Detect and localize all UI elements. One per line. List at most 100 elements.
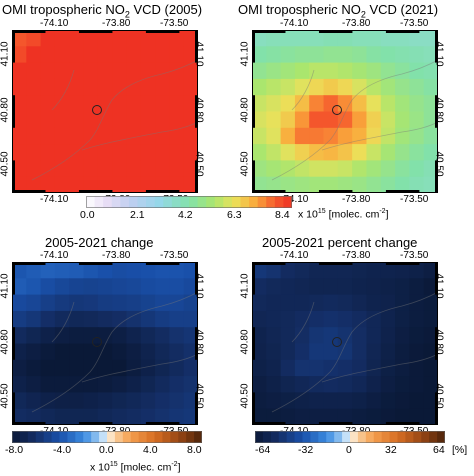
heatmap-cell [26, 160, 42, 178]
heatmap-cell [352, 176, 368, 193]
heatmap-cell [97, 62, 113, 80]
heatmap-cell [97, 78, 113, 96]
colorbar-pct-tick: 0 [346, 444, 352, 456]
heatmap-cell [169, 262, 185, 279]
heatmap-cell [395, 262, 410, 279]
lat-tick-label: 41.10 [433, 41, 445, 67]
colorbar-segment [283, 196, 292, 208]
lat-tick-label: 41.10 [193, 273, 205, 299]
heatmap-cell [169, 95, 185, 113]
heatmap-cell [409, 359, 425, 377]
colorbar-segment [274, 196, 284, 208]
heatmap-cell [294, 144, 310, 161]
heatmap-change [12, 262, 198, 425]
frame-tick-bar [252, 190, 286, 193]
heatmap-panel-2021 [252, 30, 438, 193]
heatmap-cell [69, 278, 85, 296]
colorbar-segment [194, 431, 202, 443]
heatmap-cell [352, 127, 368, 145]
lon-tick-label: -73.50 [160, 18, 189, 29]
colorbar-segment [413, 431, 422, 443]
heatmap-cell [395, 62, 410, 80]
heatmap-cell [69, 310, 85, 328]
frame-tick-bar [435, 392, 438, 425]
heatmap-cell [252, 359, 267, 377]
frame-tick-bar [252, 160, 255, 193]
heatmap-cell [169, 144, 185, 161]
heatmap-cell [252, 78, 267, 96]
colorbar-segment [120, 196, 130, 208]
heatmap-cell [54, 78, 70, 96]
heatmap-cell [309, 376, 325, 393]
heatmap-cell [69, 46, 85, 64]
heatmap-cell [309, 408, 325, 425]
colorbar-segment [310, 431, 319, 443]
lat-tick-label: 40.80 [239, 97, 251, 123]
frame-tick-bar [78, 190, 113, 193]
heatmap-cell [380, 262, 396, 279]
lon-tick-label: -73.80 [342, 194, 371, 205]
heatmap-cell [155, 78, 170, 96]
heatmap-cell [280, 144, 296, 161]
heatmap-cell [395, 144, 410, 161]
lon-tick-label: -73.50 [400, 18, 429, 29]
heatmap-cell [69, 359, 85, 377]
heatmap-cell [26, 376, 42, 393]
heatmap-cell [155, 408, 170, 425]
lon-tick-label: -73.50 [400, 194, 429, 205]
heatmap-cell [352, 278, 368, 296]
heatmap-cell [266, 392, 282, 410]
colorbar-segment [99, 431, 108, 443]
heatmap-cell [252, 310, 267, 328]
frame-tick-bar [12, 160, 15, 193]
heatmap-cell [83, 95, 99, 113]
heatmap-cell [69, 95, 85, 113]
colorbar-segment [365, 431, 375, 443]
heatmap-cell [155, 62, 170, 80]
heatmap-cell [12, 62, 27, 80]
heatmap-cell [409, 278, 425, 296]
frame-tick-bar [318, 190, 353, 193]
colorbar-segment [146, 431, 155, 443]
colorbar-segment [302, 431, 311, 443]
heatmap-cell [266, 78, 282, 96]
heatmap-cell [112, 392, 128, 410]
heatmap-cell [409, 62, 425, 80]
heatmap-cell [380, 392, 396, 410]
heatmap-cell [40, 160, 56, 178]
heatmap-cell [12, 127, 27, 145]
heatmap-panel-percent-change [252, 262, 438, 425]
heatmap-cell [337, 327, 353, 345]
heatmap-cell [352, 327, 368, 345]
heatmap-cell [280, 160, 296, 178]
heatmap-cell [183, 160, 198, 178]
heatmap-2005 [12, 30, 198, 193]
lat-tick-label: 41.10 [433, 273, 445, 299]
title-text: OMI tropospheric NO [238, 2, 361, 17]
heatmap-cell [294, 160, 310, 178]
heatmap-cell [294, 78, 310, 96]
colorbar-segment [294, 431, 303, 443]
heatmap-cell [395, 294, 410, 312]
frame-tick-bar [435, 160, 438, 193]
heatmap-cell [183, 343, 198, 361]
units-text: x 10 [90, 461, 110, 474]
heatmap-cell [40, 62, 56, 80]
colorbar-diff [12, 431, 202, 443]
heatmap-cell [309, 343, 325, 361]
lon-tick-label: -73.80 [102, 18, 131, 29]
units-exponent: -2 [379, 208, 386, 215]
heatmap-cell [252, 176, 267, 193]
lon-tick-label: -73.80 [342, 250, 371, 261]
heatmap-cell [294, 62, 310, 80]
heatmap-cell [126, 392, 142, 410]
heatmap-cell [337, 144, 353, 161]
colorbar-abs-gradient [86, 196, 292, 208]
heatmap-cell [423, 30, 438, 47]
heatmap-cell [323, 278, 339, 296]
heatmap-cell [366, 376, 382, 393]
units-exponent: -2 [171, 461, 178, 468]
heatmap-cell [252, 95, 267, 113]
frame-tick-bar [145, 30, 180, 33]
heatmap-cell [183, 376, 198, 393]
